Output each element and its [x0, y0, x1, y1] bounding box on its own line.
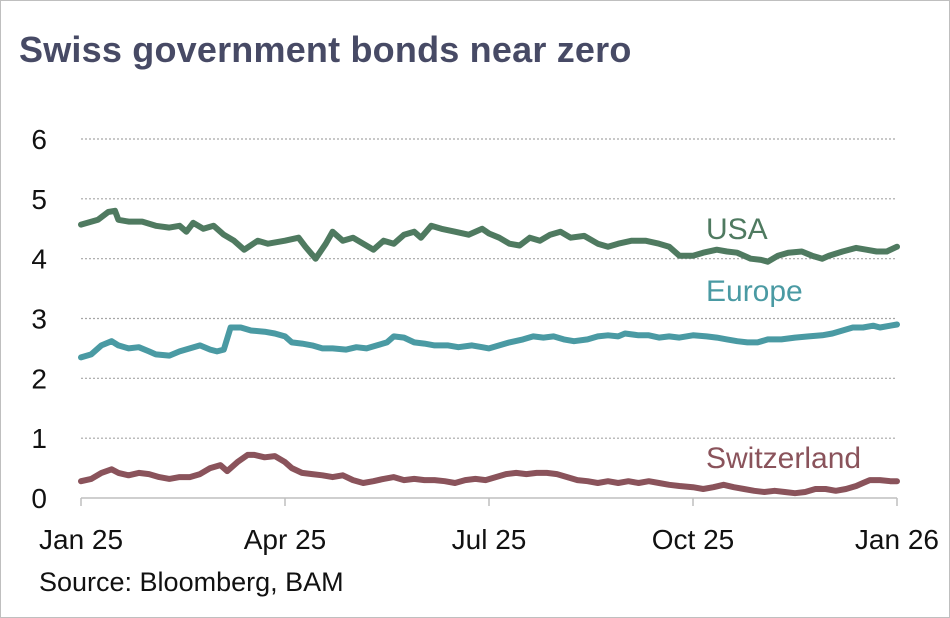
y-tick-label: 4 — [31, 244, 47, 275]
gridlines — [81, 138, 897, 439]
x-tick-label: Jan 25 — [39, 524, 123, 555]
axes: 0 1 2 3 4 5 6 Jan 25 Apr 25 Jul 25 Oct 25 Jan 26 — [31, 124, 939, 555]
series-label-usa: USA — [706, 213, 768, 246]
labels: USA Europe Switzerland — [706, 213, 861, 475]
y-tick-label: 0 — [31, 483, 47, 514]
chart-source: Source: Bloomberg, BAM — [39, 567, 344, 597]
x-tick-label: Jan 26 — [855, 524, 939, 555]
x-tick-label: Apr 25 — [244, 524, 327, 555]
y-tick-label: 5 — [31, 184, 47, 215]
series-line-europe — [78, 321, 900, 361]
y-tick-label: 2 — [31, 363, 47, 394]
series-lines — [78, 207, 900, 497]
series-label-switzerland: Switzerland — [706, 442, 861, 475]
chart-title: Swiss government bonds near zero — [19, 29, 632, 70]
series-line-switzerland — [78, 451, 900, 497]
series-label-europe: Europe — [706, 275, 803, 308]
x-tick-label: Oct 25 — [652, 524, 734, 555]
y-tick-label: 3 — [31, 304, 47, 335]
x-tick-label: Jul 25 — [452, 524, 527, 555]
y-tick-label: 1 — [31, 423, 47, 454]
series-line-usa — [78, 207, 900, 265]
y-tick-label: 6 — [31, 124, 47, 155]
